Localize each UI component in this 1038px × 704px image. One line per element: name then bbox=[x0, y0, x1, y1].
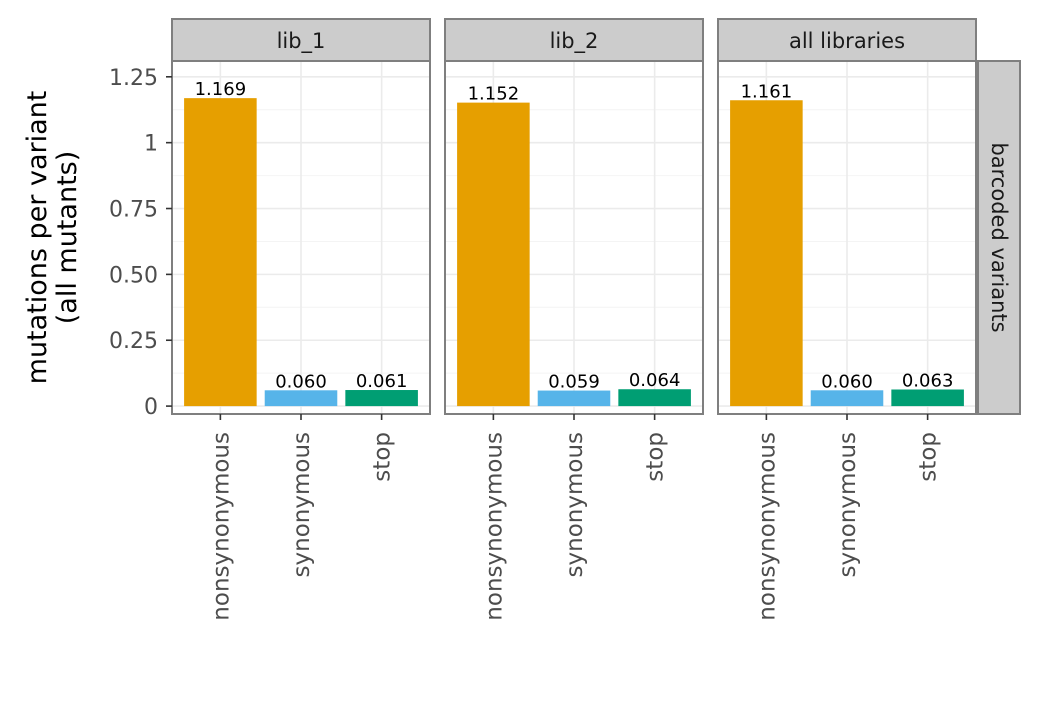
x-tick-label: stop bbox=[370, 432, 396, 482]
facet-strip bbox=[717, 18, 977, 62]
data-label: 0.061 bbox=[356, 371, 408, 392]
x-tick-label: synonymous bbox=[289, 432, 315, 577]
facet-strip-label: all libraries bbox=[789, 29, 905, 53]
y-tick-label: 1.25 bbox=[109, 66, 158, 91]
facet-strip-label: lib_2 bbox=[550, 29, 599, 54]
x-tick-label: nonsynonymous bbox=[754, 432, 780, 621]
x-tick-label: stop bbox=[643, 432, 669, 482]
y-tick-label: 0.50 bbox=[109, 263, 158, 288]
data-label: 0.064 bbox=[629, 370, 681, 391]
x-tick-label: nonsynonymous bbox=[208, 432, 234, 621]
y-axis-title-line2: (all mutants) bbox=[52, 151, 83, 325]
x-tick-label: nonsynonymous bbox=[481, 432, 507, 621]
bar-synonymous bbox=[537, 390, 611, 407]
data-label: 0.060 bbox=[821, 371, 873, 392]
x-tick-label: stop bbox=[916, 432, 942, 482]
facet-strip bbox=[171, 18, 431, 62]
y-axis-title-line1: mutations per variant bbox=[22, 91, 53, 385]
y-tick-label: 1 bbox=[144, 132, 158, 157]
facet-strip-label: lib_1 bbox=[277, 29, 326, 54]
y-tick-label: 0 bbox=[144, 395, 158, 420]
facet-strip bbox=[444, 18, 704, 62]
y-tick-label: 0.25 bbox=[109, 329, 158, 354]
y-tick-label: 0.75 bbox=[109, 198, 158, 223]
x-tick-label: synonymous bbox=[835, 432, 861, 577]
bar-synonymous bbox=[264, 390, 338, 407]
data-label: 0.060 bbox=[275, 371, 327, 392]
bar-nonsynonymous bbox=[730, 100, 803, 407]
bar-synonymous bbox=[810, 390, 884, 407]
data-label: 1.169 bbox=[195, 79, 247, 100]
row-strip-label: barcoded variants bbox=[987, 142, 1011, 332]
row-strip bbox=[977, 60, 1021, 415]
bar-stop bbox=[618, 389, 691, 407]
data-label: 0.063 bbox=[902, 371, 954, 392]
data-label: 1.161 bbox=[741, 81, 793, 102]
bar-nonsynonymous bbox=[457, 102, 530, 407]
data-label: 1.152 bbox=[468, 84, 520, 105]
x-tick-label: synonymous bbox=[562, 432, 588, 577]
data-label: 0.059 bbox=[548, 372, 600, 393]
bar-stop bbox=[345, 390, 418, 407]
bar-nonsynonymous bbox=[184, 98, 257, 407]
bar-stop bbox=[891, 389, 964, 407]
